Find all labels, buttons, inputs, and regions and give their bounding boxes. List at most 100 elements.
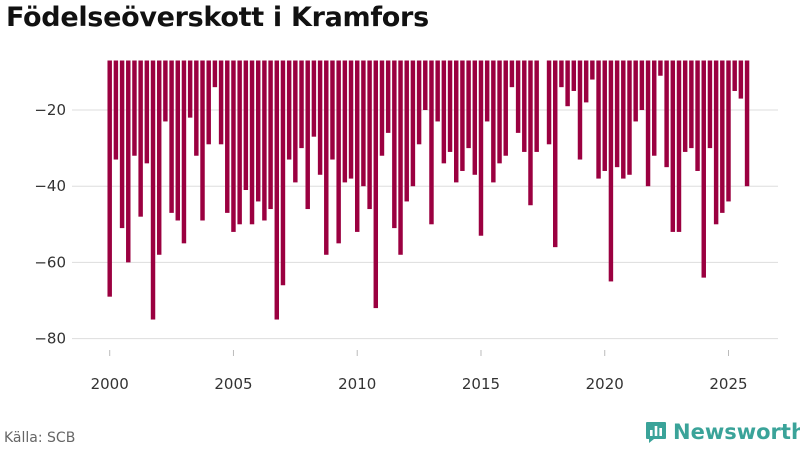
bar xyxy=(744,60,750,187)
bar xyxy=(689,60,694,149)
x-tick-label: 2010 xyxy=(338,375,376,393)
bar xyxy=(522,60,527,152)
y-axis: −20 −40 −60 −80 xyxy=(34,101,66,348)
bar xyxy=(163,60,168,122)
bar xyxy=(453,60,459,183)
bar xyxy=(583,60,589,103)
bar xyxy=(608,60,614,282)
bar xyxy=(491,60,496,183)
bar xyxy=(293,60,298,183)
bar xyxy=(664,60,669,168)
bar xyxy=(361,60,366,187)
bar xyxy=(695,60,700,171)
bar xyxy=(354,60,360,232)
bar xyxy=(373,60,379,309)
brand-logo[interactable]: Newsworthy xyxy=(645,420,800,444)
bar xyxy=(503,60,508,156)
bar xyxy=(237,60,242,225)
bar xyxy=(379,60,385,156)
bar xyxy=(515,60,521,133)
bar xyxy=(218,60,224,145)
x-tick-label: 2020 xyxy=(586,375,624,393)
bar xyxy=(670,60,676,232)
bar xyxy=(181,60,187,244)
bar xyxy=(460,60,465,171)
bar xyxy=(324,60,329,255)
bar xyxy=(385,60,391,133)
bar xyxy=(144,60,150,164)
bar xyxy=(546,60,552,145)
bar xyxy=(707,60,713,149)
bar xyxy=(156,60,162,255)
bar xyxy=(243,60,249,191)
bar xyxy=(311,60,317,137)
bar xyxy=(113,60,119,160)
bar xyxy=(658,60,663,76)
bar xyxy=(639,60,645,111)
bar xyxy=(404,60,409,202)
bar xyxy=(484,60,490,122)
y-tick-label: −20 xyxy=(34,101,66,119)
bar xyxy=(175,60,180,221)
bar xyxy=(410,60,416,187)
bar xyxy=(732,60,737,91)
bar xyxy=(200,60,205,221)
bar xyxy=(478,60,484,236)
bar xyxy=(645,60,651,187)
bar xyxy=(336,60,341,244)
bar xyxy=(367,60,372,210)
bar xyxy=(126,60,131,263)
bars xyxy=(107,60,750,320)
bar xyxy=(614,60,620,168)
brand-name: Newsworthy xyxy=(673,420,800,444)
bar xyxy=(633,60,638,122)
bar xyxy=(571,60,577,91)
bar xyxy=(268,60,273,210)
bar xyxy=(299,60,304,149)
bar xyxy=(206,60,211,145)
bar xyxy=(150,60,156,320)
bar xyxy=(317,60,323,175)
bar xyxy=(392,60,397,229)
y-tick-label: −60 xyxy=(34,253,66,271)
bar xyxy=(738,60,744,99)
bar xyxy=(398,60,403,255)
bar xyxy=(596,60,601,179)
bar xyxy=(701,60,706,278)
bar xyxy=(435,60,440,122)
bar xyxy=(132,60,137,156)
bar xyxy=(416,60,422,145)
bar xyxy=(676,60,682,232)
bar xyxy=(559,60,564,88)
newsworthy-logo-icon xyxy=(646,422,666,443)
bar xyxy=(590,60,595,80)
bar xyxy=(577,60,583,160)
x-tick-label: 2025 xyxy=(709,375,747,393)
bar xyxy=(720,60,725,213)
x-tick-label: 2000 xyxy=(91,375,129,393)
x-tick-label: 2015 xyxy=(462,375,500,393)
bar xyxy=(194,60,199,156)
bar xyxy=(423,60,428,111)
y-tick-label: −40 xyxy=(34,177,66,195)
bar xyxy=(682,60,688,152)
bar xyxy=(565,60,570,107)
bar xyxy=(652,60,657,156)
bar xyxy=(280,60,286,286)
bar xyxy=(169,60,174,213)
bar xyxy=(553,60,558,248)
bar xyxy=(342,60,348,183)
bar xyxy=(726,60,731,202)
bar xyxy=(602,60,607,171)
bar xyxy=(466,60,471,149)
bar xyxy=(107,60,112,297)
y-tick-label: −80 xyxy=(34,330,66,348)
x-axis: 2000 2005 2010 2015 2020 2025 xyxy=(91,350,748,393)
bar xyxy=(497,60,502,164)
bar xyxy=(225,60,230,213)
bar xyxy=(212,60,218,88)
source-note: Källa: SCB xyxy=(4,430,76,446)
bar xyxy=(262,60,267,221)
bar xyxy=(447,60,453,152)
